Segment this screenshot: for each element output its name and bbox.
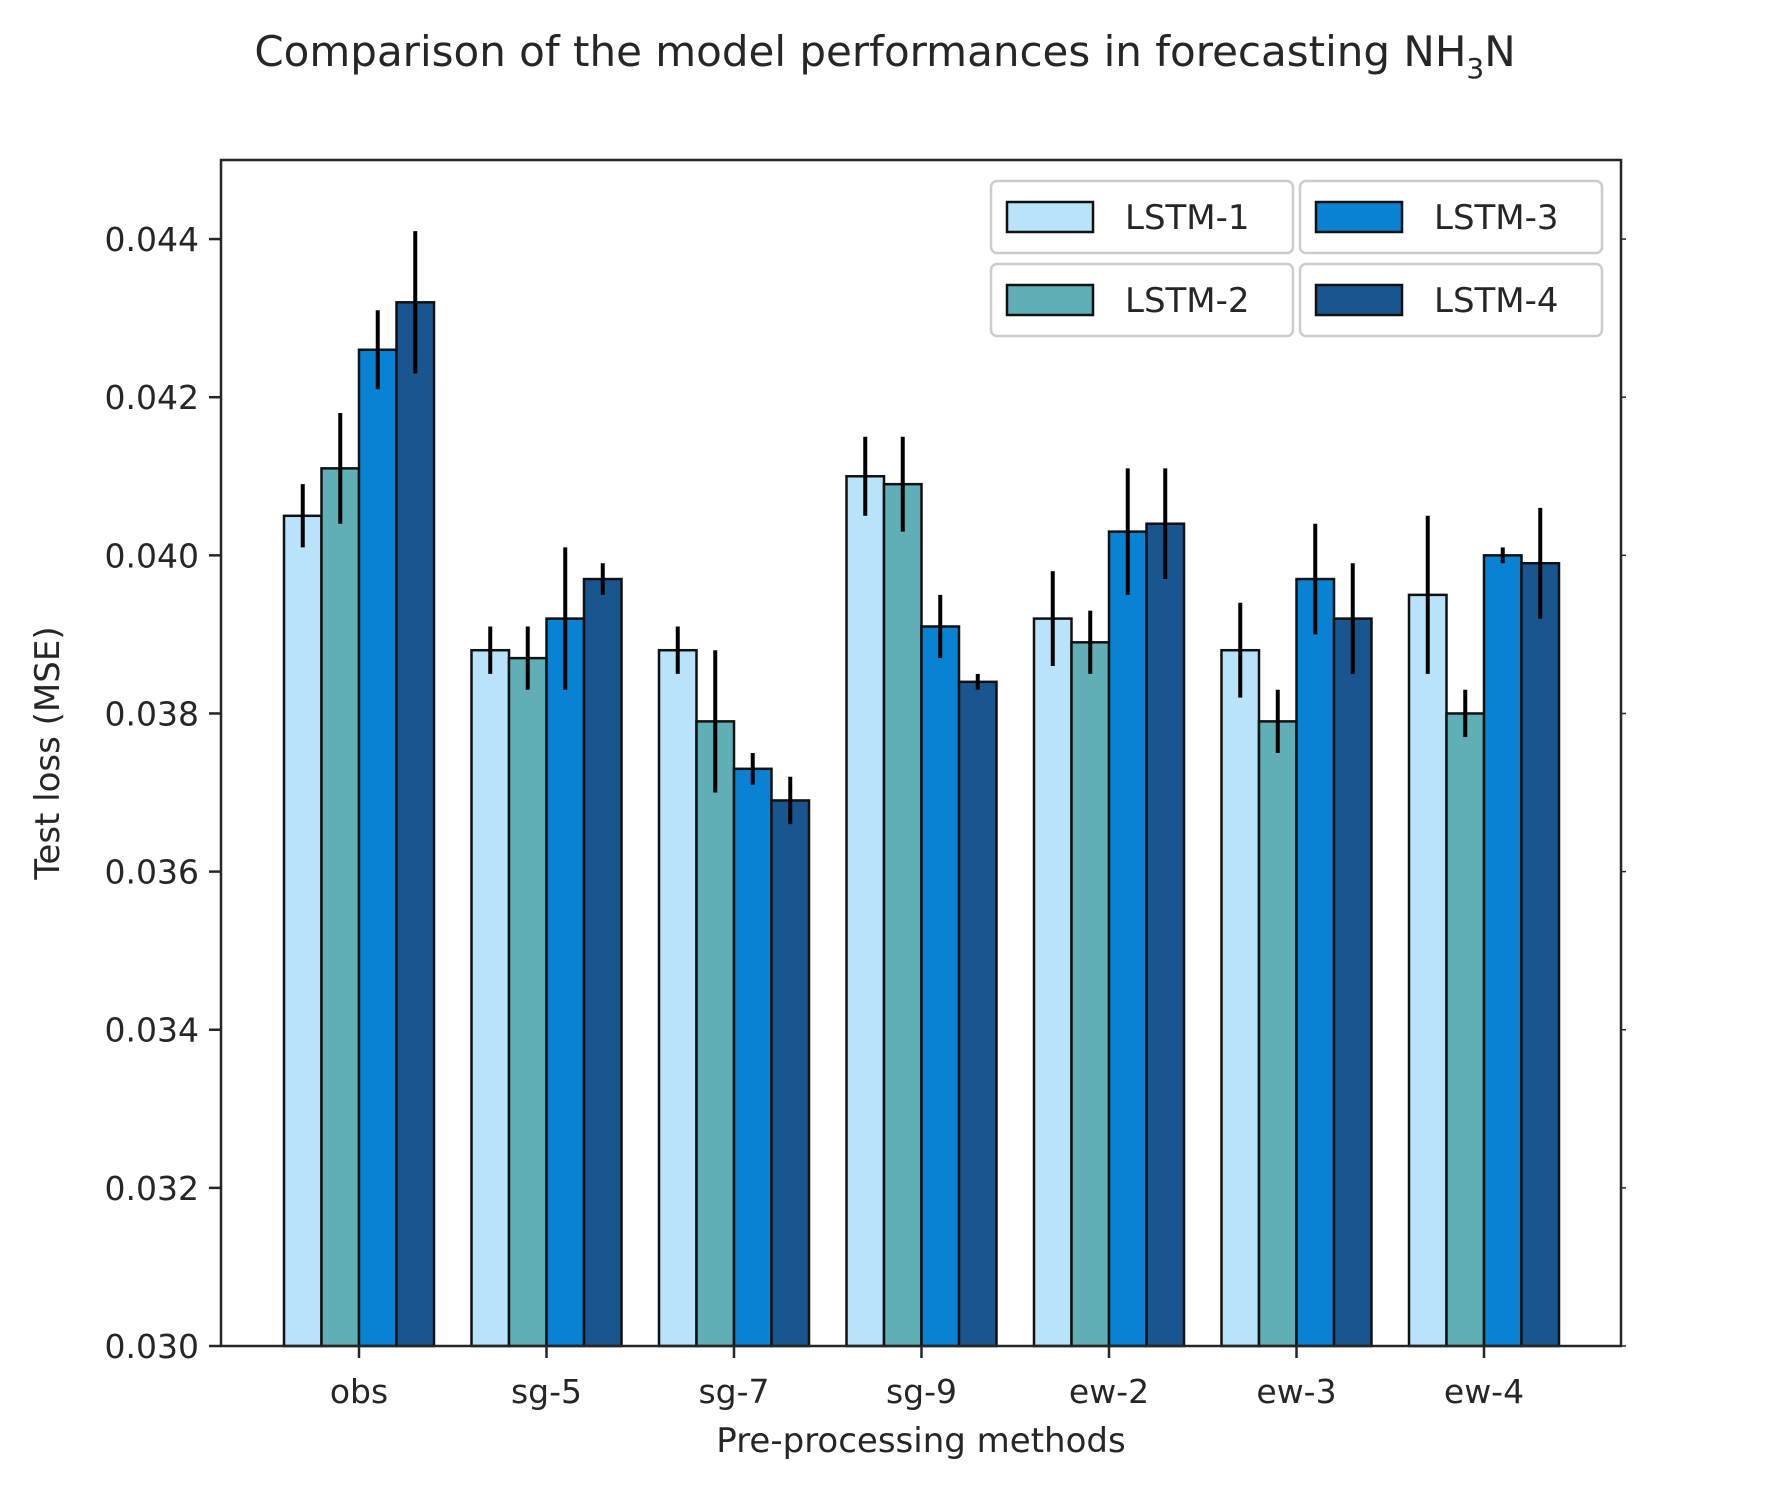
legend-label: LSTM-3 — [1434, 198, 1559, 238]
y-tick-label: 0.042 — [105, 378, 199, 417]
x-tick-label: ew-4 — [1444, 1372, 1524, 1411]
x-axis: obs sg-5 sg-7 sg-9 ew-2 ew-3 ew-4 — [330, 1346, 1524, 1411]
bar — [545, 617, 586, 1348]
legend-entry-box — [1298, 262, 1604, 338]
y-axis-label: Test loss (MSE) — [28, 626, 68, 880]
legend-swatch — [1005, 283, 1095, 317]
bars-layer — [282, 301, 1561, 1348]
bar — [1145, 522, 1186, 1348]
y-tick-label: 0.032 — [105, 1169, 199, 1208]
x-tick-label: sg-5 — [511, 1372, 582, 1411]
legend-swatch — [1314, 283, 1404, 317]
chart-title: Comparison of the model performances in … — [254, 27, 1515, 85]
bar — [1482, 554, 1523, 1348]
bar — [470, 648, 511, 1348]
legend-label: LSTM-1 — [1125, 198, 1250, 238]
y-tick-label: 0.038 — [105, 694, 199, 733]
bar — [1257, 720, 1298, 1348]
x-tick-label: ew-3 — [1256, 1372, 1336, 1411]
bar — [1032, 617, 1073, 1348]
bar — [320, 467, 361, 1348]
legend-label: LSTM-2 — [1125, 281, 1250, 321]
plot-frame — [219, 158, 1623, 1348]
y-tick-label: 0.040 — [105, 536, 199, 575]
bar — [282, 514, 323, 1348]
bar — [770, 799, 811, 1348]
bar — [732, 767, 773, 1348]
bar — [395, 301, 436, 1348]
y-tick-label: 0.044 — [105, 220, 199, 259]
bar — [1107, 530, 1148, 1348]
chart-title-suffix: N — [1484, 27, 1515, 76]
chart-title-subscript: 3 — [1466, 52, 1484, 85]
legend-entry-box — [989, 262, 1295, 338]
legend: LSTM-1 LSTM-2 LSTM-3 LSTM-4 — [989, 179, 1604, 338]
bar — [357, 348, 398, 1348]
bar — [582, 577, 623, 1348]
bar — [957, 680, 998, 1348]
bar — [1332, 617, 1373, 1348]
x-tick-label: obs — [330, 1372, 388, 1411]
legend-swatch — [1005, 200, 1095, 234]
bar — [882, 482, 923, 1348]
x-tick-label: sg-7 — [698, 1372, 769, 1411]
legend-label: LSTM-4 — [1434, 281, 1559, 321]
chart-title-main: Comparison of the model performances in … — [254, 27, 1466, 76]
bar — [1445, 712, 1486, 1348]
legend-entry-box — [1298, 179, 1604, 255]
legend-swatch — [1314, 200, 1404, 234]
bar — [507, 656, 548, 1348]
bar — [1070, 641, 1111, 1348]
y-tick-label: 0.030 — [105, 1327, 199, 1366]
y-axis: 0.030 0.032 0.034 0.036 0.038 0.040 0.042 0.044 — [105, 220, 1626, 1366]
bar — [1520, 561, 1561, 1348]
bar — [657, 648, 698, 1348]
x-tick-label: ew-2 — [1069, 1372, 1149, 1411]
y-tick-label: 0.036 — [105, 853, 199, 892]
y-tick-label: 0.034 — [105, 1011, 199, 1050]
bar — [1295, 577, 1336, 1348]
errorbars-layer — [300, 231, 1543, 825]
bar — [695, 720, 736, 1348]
bar — [845, 475, 886, 1348]
x-tick-label: sg-9 — [886, 1372, 957, 1411]
legend-entry-box — [989, 179, 1295, 255]
x-axis-label: Pre-processing methods — [716, 1421, 1125, 1461]
bar — [1220, 648, 1261, 1348]
bar — [920, 625, 961, 1348]
bar — [1407, 593, 1448, 1348]
